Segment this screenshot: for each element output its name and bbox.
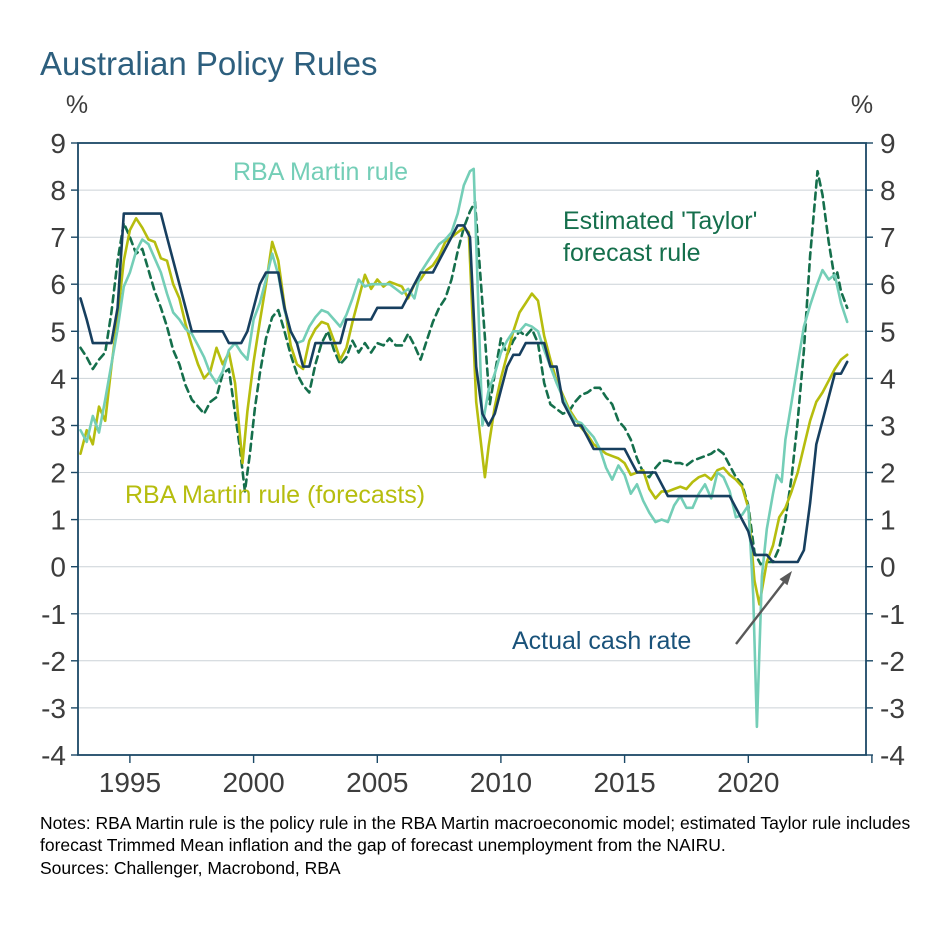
y-tick-label-right: 5: [880, 316, 896, 347]
y-tick-label-right: -2: [880, 646, 905, 677]
series-line-actual-cash-rate: [79, 212, 849, 564]
x-tick-label: 2015: [593, 767, 655, 798]
y-tick-label-right: -4: [880, 740, 905, 771]
y-tick-label-left: -1: [41, 599, 66, 630]
sources-text: Sources: Challenger, Macrobond, RBA: [40, 857, 341, 878]
y-tick-label-left: 0: [50, 552, 66, 583]
y-tick-label-right: 2: [880, 458, 896, 489]
x-tick-label: 2020: [717, 767, 779, 798]
chart-series: [79, 167, 849, 729]
y-axis-unit-left: %: [66, 91, 88, 119]
y-tick-label-left: 9: [50, 128, 66, 159]
y-tick-label-right: -1: [880, 599, 905, 630]
axis-ticks: [71, 142, 873, 763]
y-tick-label-left: 8: [50, 175, 66, 206]
annotation-taylor-rule-line2: forecast rule: [563, 239, 701, 267]
y-tick-label-right: 1: [880, 505, 896, 536]
y-tick-label-left: 6: [50, 269, 66, 300]
y-tick-label-right: 6: [880, 269, 896, 300]
y-tick-label-right: 3: [880, 410, 896, 441]
y-tick-label-left: -3: [41, 693, 66, 724]
series-line-rba-martin-rule: [79, 167, 849, 729]
y-tick-label-left: -2: [41, 646, 66, 677]
arrow-head-icon: [779, 571, 792, 586]
x-tick-label: 2010: [470, 767, 532, 798]
y-tick-label-left: 7: [50, 222, 66, 253]
annotation-actual-cash-rate: Actual cash rate: [512, 627, 691, 655]
page-title: Australian Policy Rules: [40, 45, 378, 82]
y-tick-label-left: -4: [41, 740, 66, 771]
cash-rate-arrow: [735, 571, 792, 645]
chart-notes: Notes: RBA Martin rule is the policy rul…: [40, 812, 922, 879]
notes-text: Notes: RBA Martin rule is the policy rul…: [40, 813, 911, 856]
y-tick-label-right: 0: [880, 552, 896, 583]
x-tick-label: 1995: [99, 767, 161, 798]
y-tick-label-right: 8: [880, 175, 896, 206]
policy-rules-chart: 9 9 8 8 7 7 6 6 5 5 4 4 3 3 2 2 1 1 0 0 -1 -1 -2 -2 -3 -3 -4 -4 1995…: [41, 91, 905, 798]
y-tick-label-left: 2: [50, 458, 66, 489]
series-line-taylor-forecast-rule: [79, 169, 849, 566]
annotation-rba-martin-rule: RBA Martin rule: [233, 158, 408, 186]
y-tick-label-right: 9: [880, 128, 896, 159]
annotation-taylor-rule-line1: Estimated 'Taylor': [563, 207, 757, 235]
x-tick-label: 2000: [222, 767, 284, 798]
y-tick-label-left: 5: [50, 316, 66, 347]
y-tick-label-left: 4: [50, 363, 66, 394]
y-axis-unit-right: %: [851, 91, 873, 119]
y-tick-label-left: 1: [50, 505, 66, 536]
y-tick-label-right: 4: [880, 363, 896, 394]
plot-border: [77, 142, 867, 756]
annotation-rba-martin-forecasts: RBA Martin rule (forecasts): [125, 481, 425, 509]
y-tick-label-left: 3: [50, 410, 66, 441]
axis-tick-labels: 9 9 8 8 7 7 6 6 5 5 4 4 3 3 2 2 1 1 0 0 -1 -1 -2 -2 -3 -3 -4 -4 1995…: [41, 128, 905, 798]
y-tick-label-right: 7: [880, 222, 896, 253]
y-tick-label-right: -3: [880, 693, 905, 724]
arrow-shaft: [735, 581, 785, 645]
x-tick-label: 2005: [346, 767, 408, 798]
series-line-rba-martin-forecasts: [79, 217, 849, 606]
